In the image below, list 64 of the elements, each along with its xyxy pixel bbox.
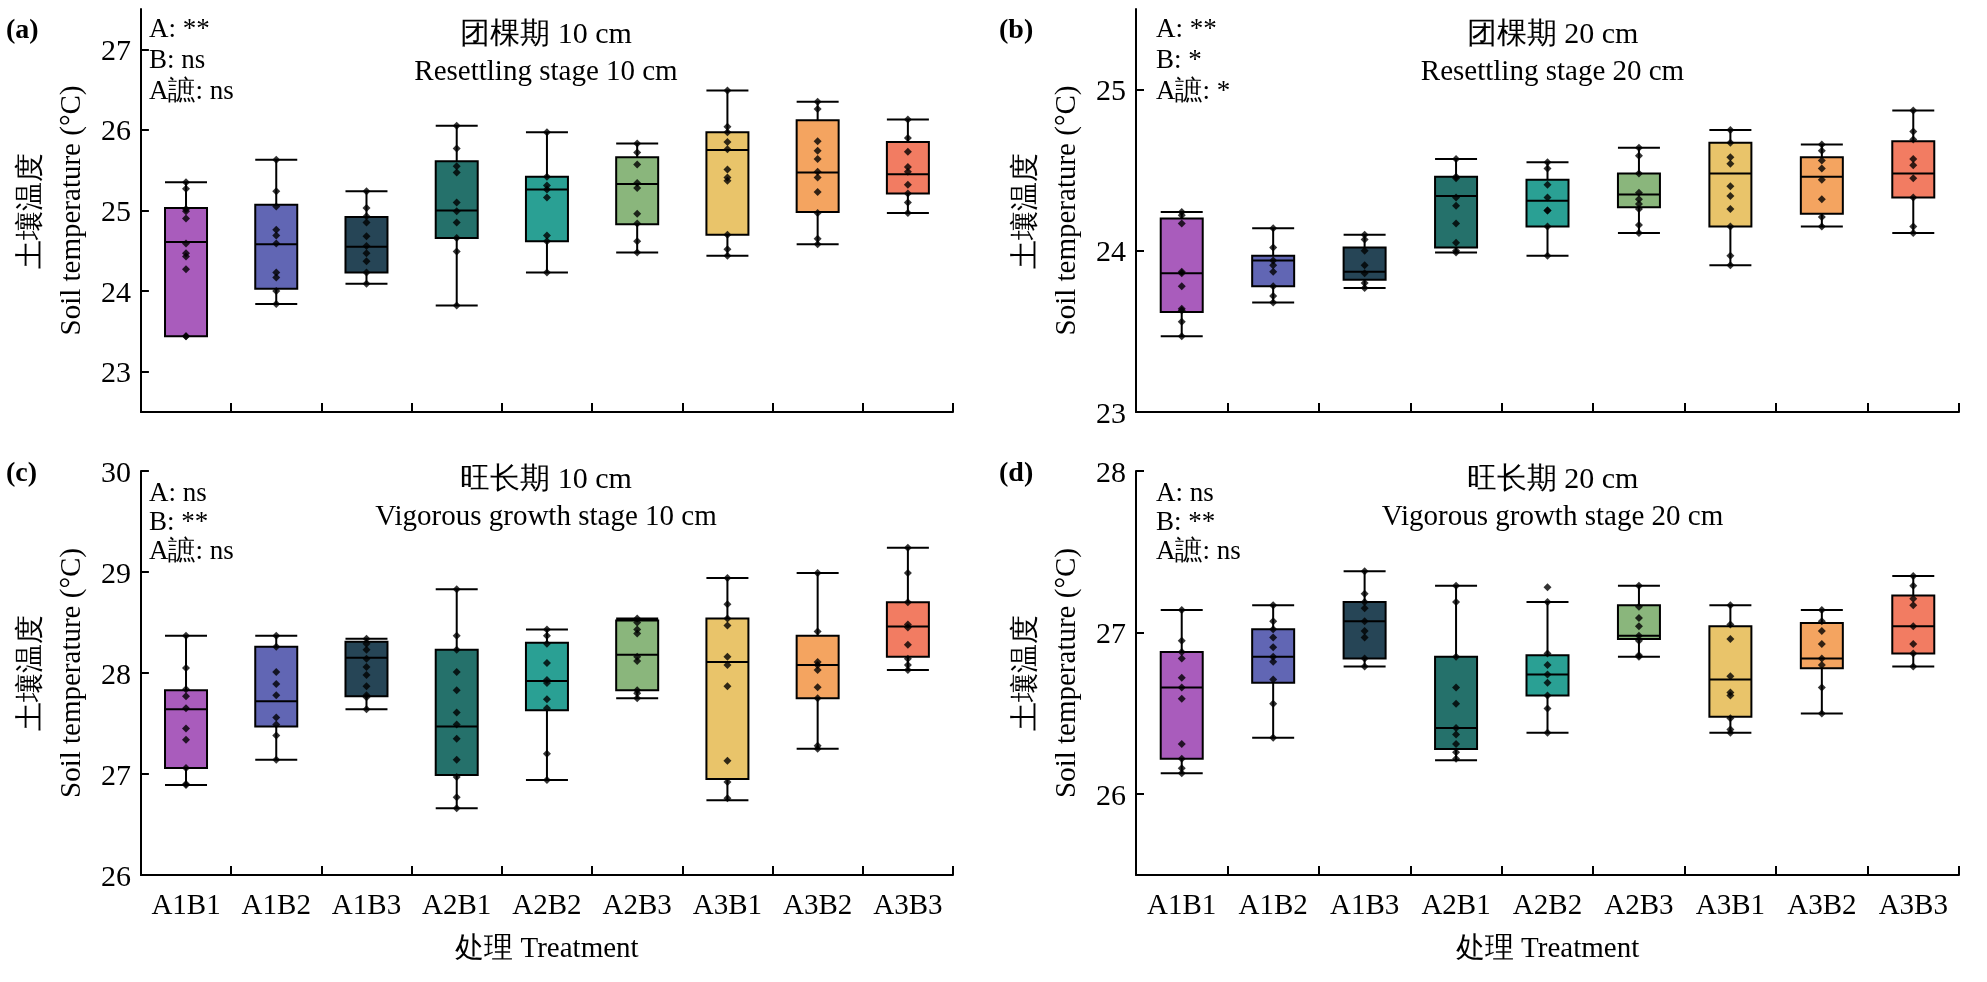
x-tick-label: A1B1 (151, 887, 221, 920)
x-tick-label: A3B2 (783, 887, 853, 920)
y-tick-label: 23 (1096, 395, 1126, 429)
x-tick-label: A3B2 (1787, 887, 1857, 920)
text: (b) (999, 12, 1034, 44)
annotation: A: ** (149, 13, 210, 43)
y-tick-label: 23 (100, 355, 131, 389)
x-axis-title: 处理 Treatment (1455, 930, 1640, 963)
y-tick-label: 30 (100, 454, 131, 488)
chart-title: 团棵期 20 cm (1466, 15, 1639, 49)
x-tick-label: A1B3 (1329, 887, 1400, 920)
text: Resettling stage 20 cm (1420, 53, 1685, 86)
y-axis-title: 土壤温度 Soil temperature (°C) (1007, 548, 1082, 798)
text: (d) (999, 455, 1034, 487)
text: (a) (6, 12, 39, 44)
annotation: A: ** (1156, 13, 1217, 43)
text: Resettling stage 10 cm (414, 53, 679, 86)
y-axis-title: 土壤温度 Soil temperature (°C) (1007, 85, 1082, 336)
x-tick-label: A2B3 (1604, 887, 1674, 920)
x-tick-label: A2B1 (1421, 887, 1491, 920)
x-tick-label: A2B3 (602, 887, 672, 920)
x-tick-label: A1B1 (1147, 887, 1217, 920)
annotation: B: ns (149, 44, 206, 74)
y-tick-label: 28 (1096, 454, 1126, 488)
annotation: A謶: ns (149, 75, 234, 105)
y-tick-label: 25 (1096, 73, 1126, 107)
x-axis-title: 处理 Treatment (455, 930, 639, 963)
x-tick-label: A1B2 (241, 887, 311, 920)
x-tick-label: A3B3 (873, 887, 943, 920)
annotation: B: ** (149, 506, 209, 536)
annotation: B: * (1156, 44, 1202, 74)
y-tick-label: 28 (100, 656, 131, 690)
y-tick-label: 24 (1096, 234, 1126, 268)
y-tick-label: 27 (100, 32, 131, 66)
chart-title: 旺长期 10 cm (460, 460, 632, 494)
annotation: A: ns (1156, 477, 1214, 507)
x-tick-label: A3B1 (1695, 887, 1766, 920)
y-tick-label: 26 (100, 113, 131, 147)
y-tick-label: 25 (100, 194, 131, 227)
x-tick-label: A3B3 (1878, 887, 1948, 920)
chart-title: 旺长期 20 cm (1466, 460, 1639, 494)
y-tick-label: 27 (100, 757, 131, 791)
y-tick-label: 24 (100, 274, 131, 308)
annotation: A謶: * (1156, 75, 1231, 105)
x-tick-label: A2B1 (422, 887, 492, 920)
y-axis-title: 土壤温度 Soil temperature (°C) (12, 85, 87, 336)
y-tick-label: 29 (100, 555, 131, 589)
text: Vigorous growth stage 10 cm (375, 498, 718, 531)
x-tick-label: A1B3 (331, 887, 402, 920)
annotation: B: ** (1156, 506, 1216, 536)
y-tick-label: 26 (1096, 777, 1126, 811)
x-tick-label: A3B1 (692, 887, 763, 920)
x-tick-label: A2B2 (512, 887, 582, 920)
y-tick-label: 26 (100, 858, 131, 892)
x-tick-label: A2B2 (1512, 887, 1583, 920)
y-tick-label: 27 (1096, 616, 1126, 650)
chart-title: 团棵期 10 cm (460, 15, 632, 49)
text: (c) (6, 455, 38, 487)
annotation: A謶: ns (1156, 535, 1241, 565)
y-axis-title: 土壤温度 Soil temperature (°C) (12, 548, 87, 798)
x-tick-label: A1B2 (1238, 887, 1308, 920)
annotation: A謶: ns (149, 535, 234, 565)
annotation: A: ns (149, 477, 207, 507)
text: Vigorous growth stage 20 cm (1381, 498, 1724, 531)
